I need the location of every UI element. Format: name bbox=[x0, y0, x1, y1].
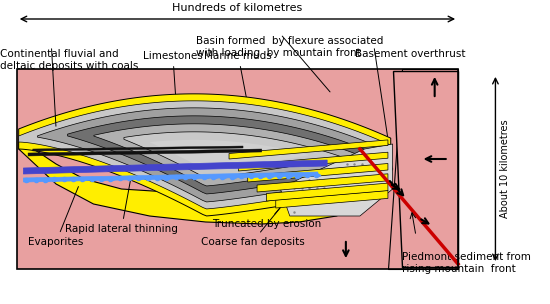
Text: Marine muds: Marine muds bbox=[205, 51, 272, 126]
Polygon shape bbox=[388, 69, 458, 269]
Polygon shape bbox=[365, 69, 458, 269]
Polygon shape bbox=[150, 140, 308, 170]
Text: About 10 kilometres: About 10 kilometres bbox=[500, 120, 510, 218]
Text: Coarse fan deposits: Coarse fan deposits bbox=[201, 198, 304, 247]
Polygon shape bbox=[32, 146, 243, 151]
Polygon shape bbox=[19, 101, 390, 209]
Polygon shape bbox=[37, 108, 390, 202]
Text: Evaporites: Evaporites bbox=[29, 187, 84, 247]
Polygon shape bbox=[23, 160, 327, 174]
Polygon shape bbox=[19, 94, 390, 216]
Polygon shape bbox=[68, 116, 390, 194]
Polygon shape bbox=[23, 172, 318, 182]
Text: Basin formed  by flexure associated
with loading  by mountain front: Basin formed by flexure associated with … bbox=[196, 36, 384, 57]
Text: Limestones: Limestones bbox=[143, 51, 203, 123]
Polygon shape bbox=[229, 140, 388, 159]
Polygon shape bbox=[238, 152, 388, 171]
Polygon shape bbox=[17, 69, 458, 269]
Polygon shape bbox=[266, 183, 388, 201]
Polygon shape bbox=[94, 124, 368, 186]
Text: Continental fluvial and
deltaic deposits with coals: Continental fluvial and deltaic deposits… bbox=[0, 49, 139, 71]
Polygon shape bbox=[19, 139, 393, 224]
Text: Truncated by erosion: Truncated by erosion bbox=[212, 176, 321, 229]
Text: Piedmont sediment from
rising mountain  front: Piedmont sediment from rising mountain f… bbox=[402, 252, 531, 274]
Polygon shape bbox=[276, 190, 388, 208]
Text: Rapid lateral thinning: Rapid lateral thinning bbox=[65, 181, 178, 234]
Polygon shape bbox=[28, 149, 262, 156]
Polygon shape bbox=[280, 144, 393, 216]
Polygon shape bbox=[19, 94, 390, 216]
Polygon shape bbox=[248, 164, 388, 182]
Text: Hundreds of kilometres: Hundreds of kilometres bbox=[172, 3, 302, 13]
Polygon shape bbox=[124, 132, 342, 178]
Polygon shape bbox=[393, 71, 458, 267]
Bar bbox=[17, 69, 458, 269]
Polygon shape bbox=[257, 174, 388, 192]
Text: Basement overthrust: Basement overthrust bbox=[355, 49, 466, 59]
